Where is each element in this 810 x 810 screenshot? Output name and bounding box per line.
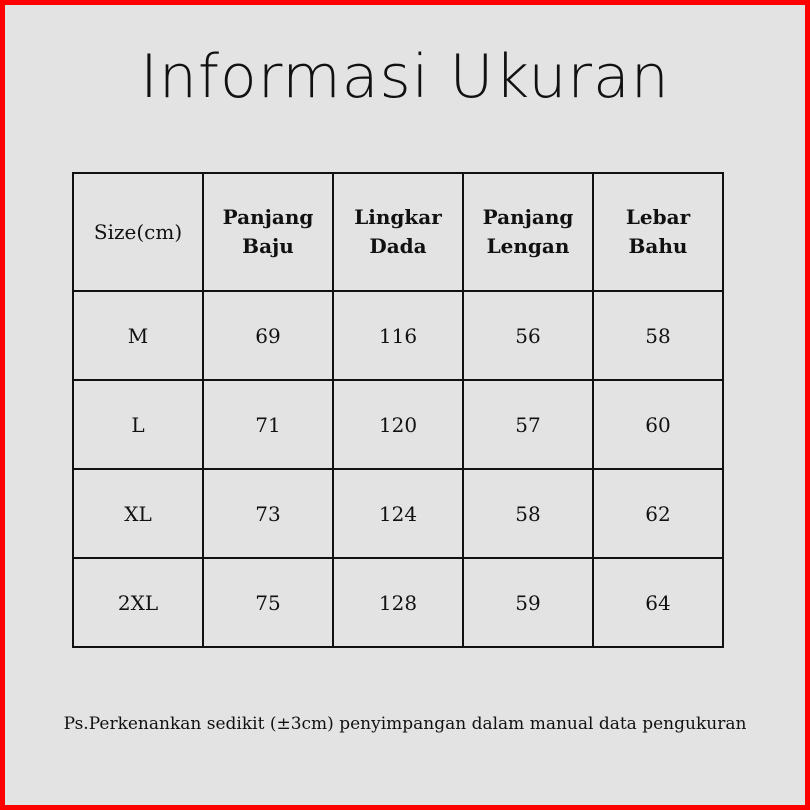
- size-cell: M: [72, 290, 204, 381]
- header-cell: Panjang Baju: [202, 172, 334, 292]
- value-cell: 124: [332, 468, 464, 559]
- value-cell: 120: [332, 379, 464, 470]
- size-cell: L: [72, 379, 204, 470]
- header-cell: Lingkar Dada: [332, 172, 464, 292]
- value-cell: 128: [332, 557, 464, 648]
- value-cell: 73: [202, 468, 334, 559]
- size-table: Size(cm) Panjang Baju Lingkar Dada Panjang…: [72, 172, 724, 648]
- value-cell: 59: [462, 557, 594, 648]
- value-cell: 62: [592, 468, 724, 559]
- table-row: XL 73 124 58 62: [72, 468, 724, 559]
- header-cell: Size(cm): [72, 172, 204, 292]
- value-cell: 56: [462, 290, 594, 381]
- value-cell: 64: [592, 557, 724, 648]
- table-row: 2XL 75 128 59 64: [72, 557, 724, 648]
- value-cell: 69: [202, 290, 334, 381]
- value-cell: 75: [202, 557, 334, 648]
- value-cell: 58: [462, 468, 594, 559]
- value-cell: 60: [592, 379, 724, 470]
- page-title: Informasi Ukuran: [140, 42, 670, 112]
- header-cell: Lebar Bahu: [592, 172, 724, 292]
- header-cell: Panjang Lengan: [462, 172, 594, 292]
- size-cell: 2XL: [72, 557, 204, 648]
- size-cell: XL: [72, 468, 204, 559]
- value-cell: 116: [332, 290, 464, 381]
- header-row: Size(cm) Panjang Baju Lingkar Dada Panjang…: [72, 172, 724, 292]
- table-row: M 69 116 56 58: [72, 290, 724, 381]
- value-cell: 57: [462, 379, 594, 470]
- value-cell: 71: [202, 379, 334, 470]
- value-cell: 58: [592, 290, 724, 381]
- measurement-note: Ps.Perkenankan sedikit (±3cm) penyimpang…: [63, 714, 747, 734]
- table-row: L 71 120 57 60: [72, 379, 724, 470]
